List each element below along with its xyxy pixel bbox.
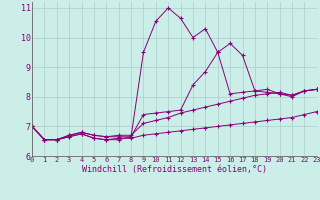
X-axis label: Windchill (Refroidissement éolien,°C): Windchill (Refroidissement éolien,°C) <box>82 165 267 174</box>
